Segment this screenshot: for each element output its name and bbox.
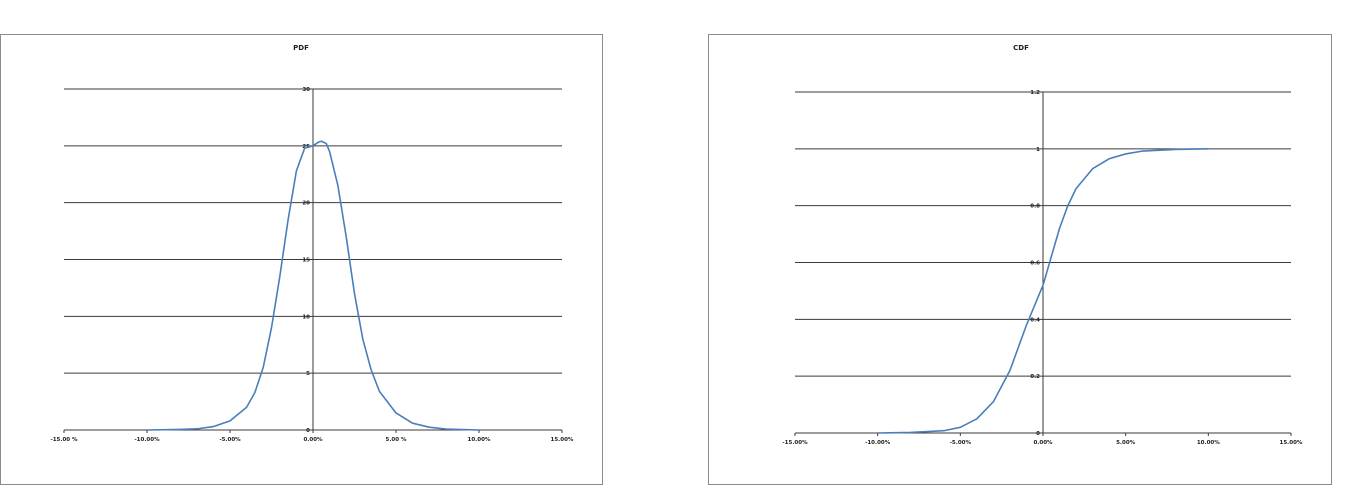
pdf-chart-panel: PDF 0 5 10 15 20 25 30 -15.00 % -10.00% -5.00% 0.…: [0, 34, 603, 485]
cdf-chart-panel: CDF 0 0.2 0.4 0.6 0.8 1 1.2 -15.00% -10.00% -5.0…: [708, 34, 1332, 485]
cdf-chart-title: CDF: [1013, 44, 1029, 52]
pdf-x-tick-label: -15.00 %: [50, 437, 78, 443]
cdf-y-tick-label: 0.4: [1030, 317, 1040, 323]
cdf-x-tick-label: -15.00%: [782, 440, 808, 446]
pdf-x-tick-label: -5.00%: [219, 437, 241, 443]
cdf-x-tick-label: -5.00%: [950, 440, 972, 446]
pdf-y-tick-label: 10: [302, 314, 310, 320]
pdf-y-tick-label: 20: [302, 201, 310, 207]
cdf-y-tick-label: 1.2: [1030, 90, 1040, 96]
cdf-x-tick-label: 10.00%: [1197, 440, 1220, 446]
pdf-y-tick-label: 30: [302, 87, 310, 93]
cdf-y-tick-label: 0: [1036, 431, 1040, 437]
pdf-x-tick-label: 0.00%: [303, 437, 323, 443]
cdf-x-tick-label: 5.00%: [1116, 440, 1136, 446]
cdf-chart-svg: CDF 0 0.2 0.4 0.6 0.8 1 1.2 -15.00% -10.00% -5.0…: [782, 44, 1303, 446]
cdf-x-tick-label: 0.00%: [1033, 440, 1053, 446]
pdf-x-ticks: -15.00 % -10.00% -5.00% 0.00% 5.00 % 10.00% 15…: [50, 437, 573, 443]
pdf-y-tick-label: 5: [306, 371, 310, 377]
pdf-series-line-0: [146, 140, 480, 431]
cdf-y-tick-label: 0.6: [1030, 261, 1040, 267]
pdf-x-tick-label: 5.00 %: [386, 437, 407, 443]
cdf-y-tick-label: 0.8: [1030, 204, 1040, 210]
pdf-y-tick-label: 0: [306, 428, 310, 434]
pdf-y-tick-label: 25: [302, 144, 310, 150]
pdf-x-tick-label: 10.00%: [468, 437, 491, 443]
cdf-y-tick-label: 1: [1036, 147, 1040, 153]
pdf-x-tick-label: 15.00%: [551, 437, 574, 443]
cdf-y-ticks: 0 0.2 0.4 0.6 0.8 1 1.2: [1030, 90, 1040, 437]
cdf-series-line-0: [877, 148, 1209, 434]
cdf-axes: [794, 92, 1292, 436]
pdf-series: [146, 140, 480, 431]
cdf-x-tick-label: -10.00%: [865, 440, 891, 446]
pdf-y-tick-label: 15: [302, 258, 310, 264]
pdf-chart-svg: PDF 0 5 10 15 20 25 30 -15.00 % -10.00% -5.00% 0.…: [50, 44, 573, 443]
pdf-y-ticks: 0 5 10 15 20 25 30: [302, 87, 310, 434]
pdf-axes: [63, 89, 563, 433]
pdf-x-tick-label: -10.00%: [134, 437, 160, 443]
cdf-x-tick-label: 15.00%: [1280, 440, 1303, 446]
cdf-x-ticks: -15.00% -10.00% -5.00% 0.00% 5.00% 10.00% 15.0…: [782, 440, 1303, 446]
pdf-chart-title: PDF: [293, 44, 309, 52]
cdf-series: [877, 148, 1209, 434]
cdf-y-tick-label: 0.2: [1030, 374, 1040, 380]
